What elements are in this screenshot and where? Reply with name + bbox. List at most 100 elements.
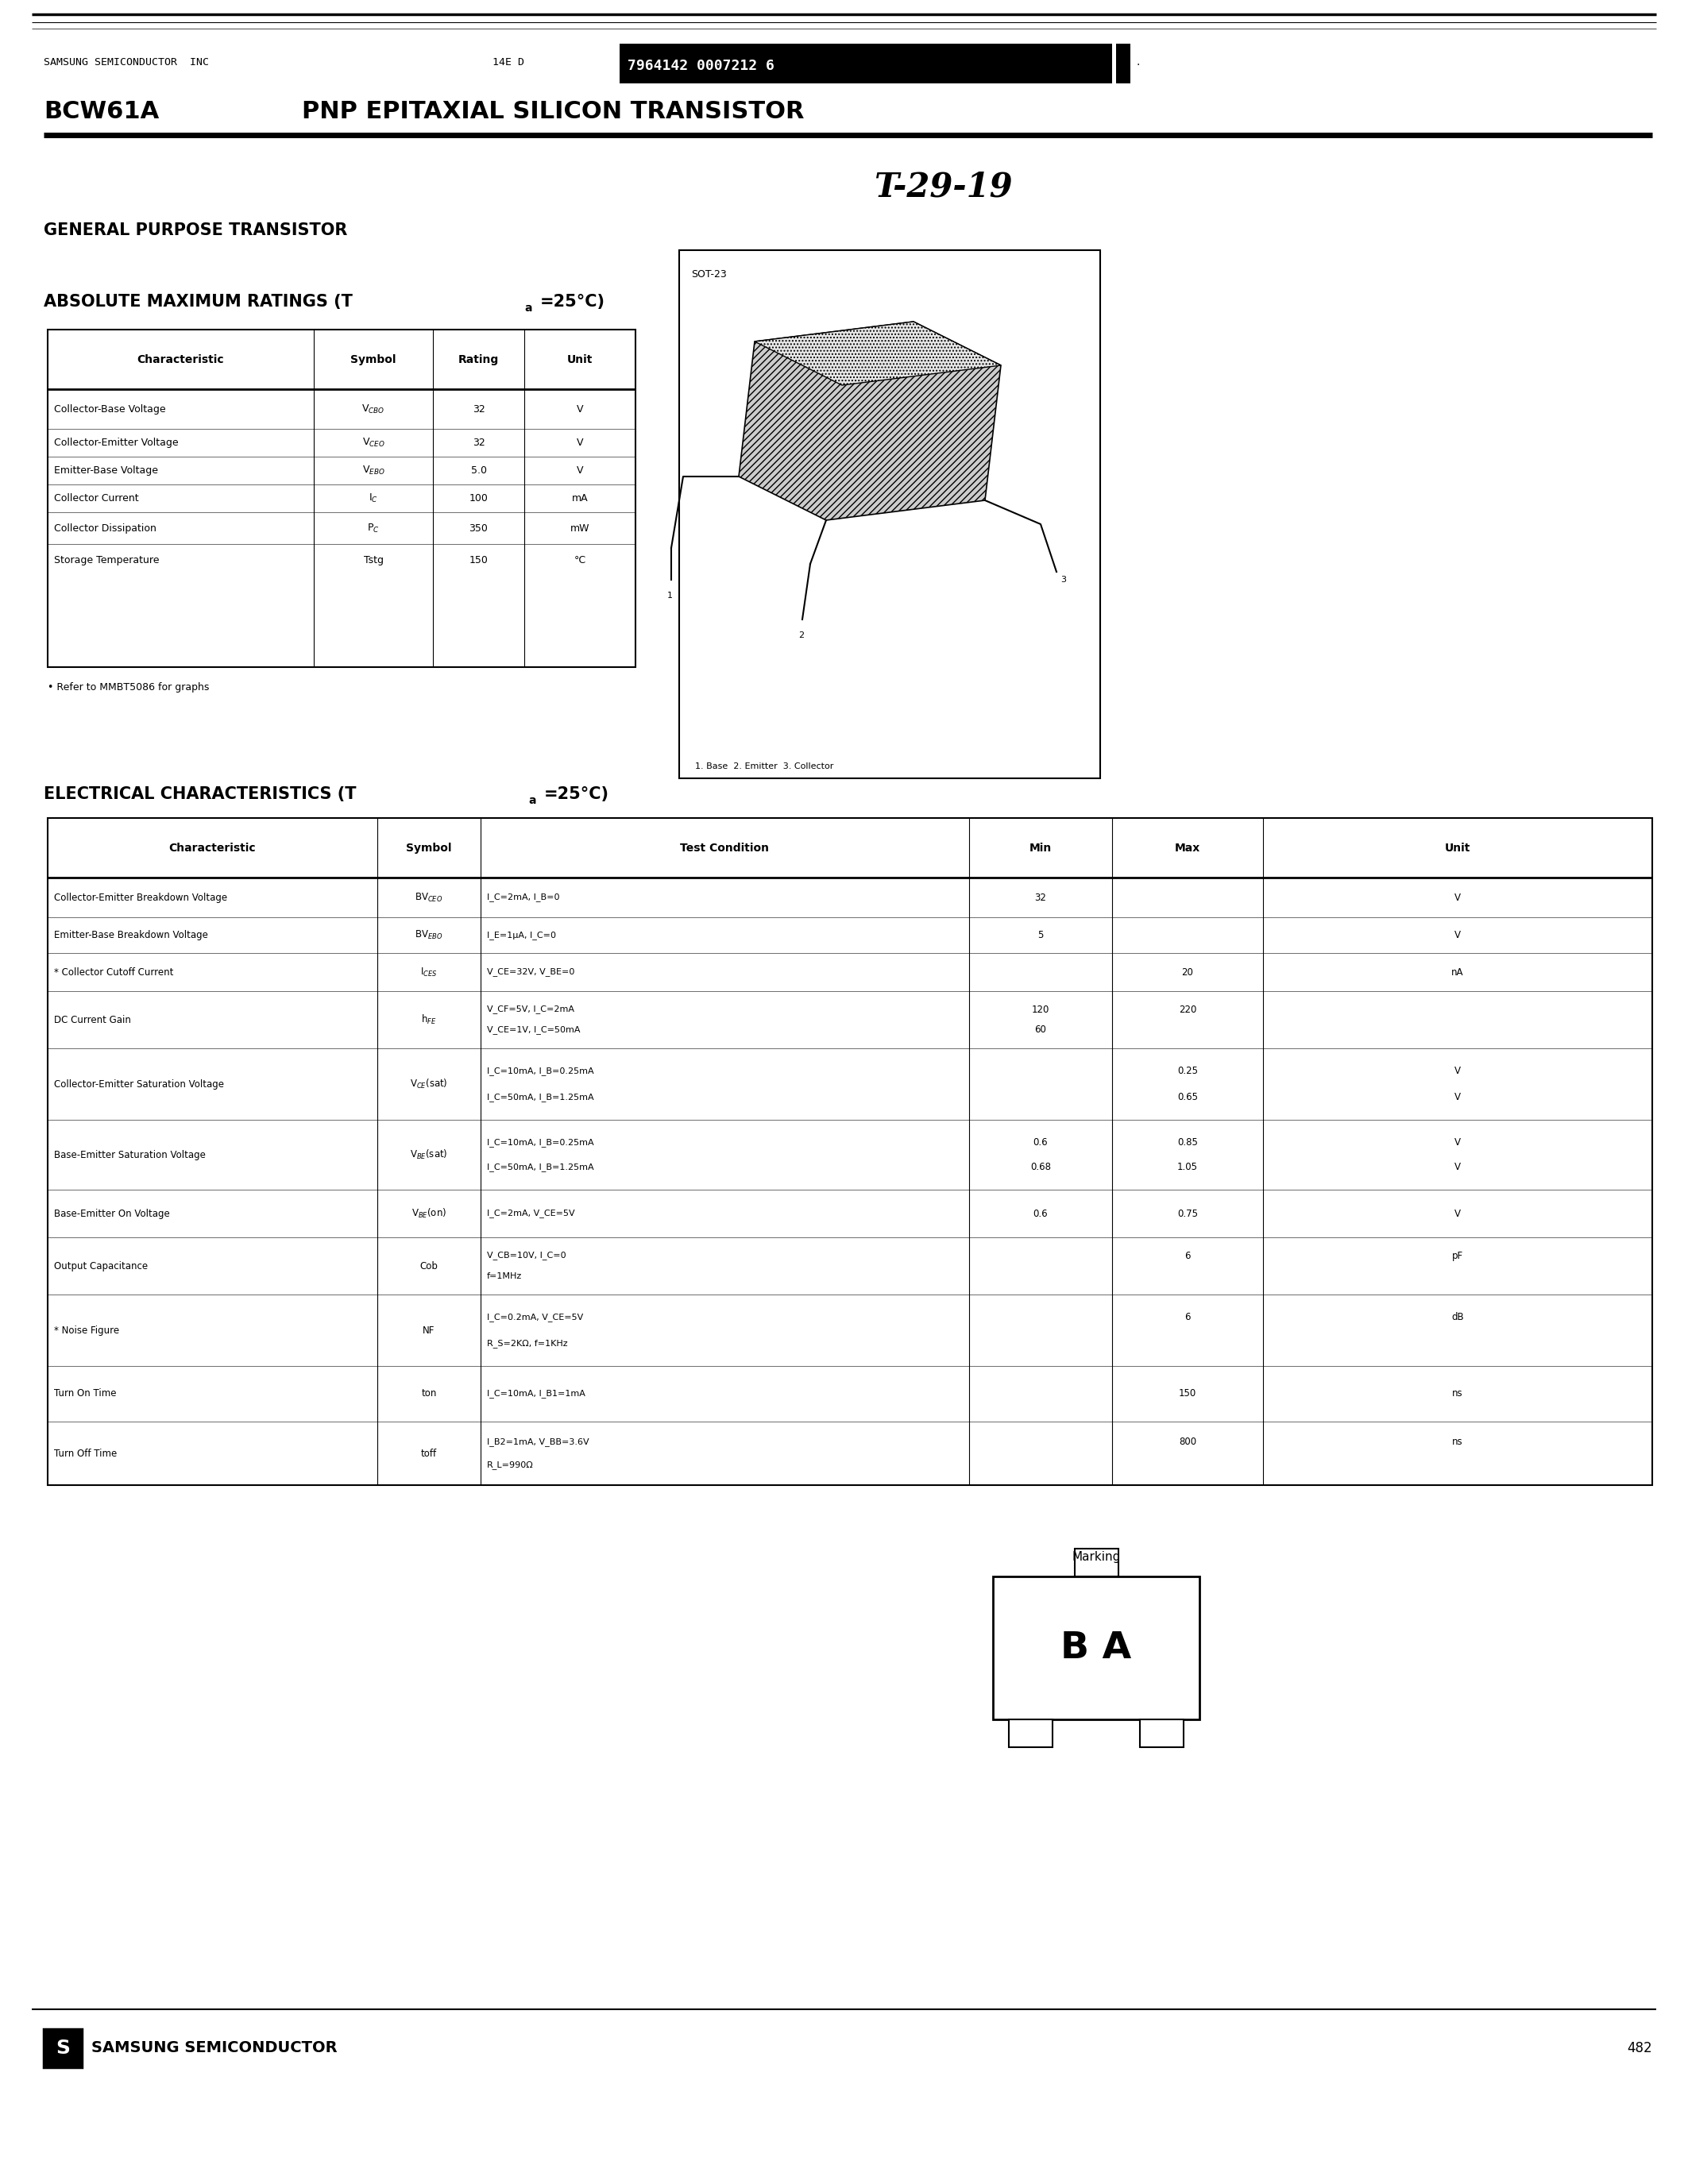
Text: .: . xyxy=(1136,57,1139,68)
Text: S: S xyxy=(56,2038,69,2057)
Text: 7964142 0007212 6: 7964142 0007212 6 xyxy=(628,59,775,72)
Text: Min: Min xyxy=(1030,843,1052,854)
Text: Collector Current: Collector Current xyxy=(54,494,138,505)
Text: Turn Off Time: Turn Off Time xyxy=(54,1448,116,1459)
Text: 100: 100 xyxy=(469,494,488,505)
Text: Emitter-Base Voltage: Emitter-Base Voltage xyxy=(54,465,159,476)
Bar xyxy=(44,2029,81,2068)
Text: Rating: Rating xyxy=(457,354,500,365)
Text: Collector-Emitter Breakdown Voltage: Collector-Emitter Breakdown Voltage xyxy=(54,893,228,902)
Text: 0.6: 0.6 xyxy=(1033,1208,1048,1219)
Text: 482: 482 xyxy=(1627,2042,1653,2055)
Text: V: V xyxy=(1455,1208,1460,1219)
Text: ELECTRICAL CHARACTERISTICS (T: ELECTRICAL CHARACTERISTICS (T xyxy=(44,786,356,802)
Text: V: V xyxy=(1455,1092,1460,1103)
Text: 6: 6 xyxy=(1185,1313,1190,1324)
Text: 0.6: 0.6 xyxy=(1033,1138,1048,1147)
Text: Collector-Emitter Voltage: Collector-Emitter Voltage xyxy=(54,437,179,448)
Text: 0.68: 0.68 xyxy=(1030,1162,1052,1173)
Bar xyxy=(1116,44,1131,83)
Text: pF: pF xyxy=(1452,1251,1463,1260)
Text: Base-Emitter On Voltage: Base-Emitter On Voltage xyxy=(54,1208,170,1219)
Text: Collector-Emitter Saturation Voltage: Collector-Emitter Saturation Voltage xyxy=(54,1079,225,1090)
Text: V$_{EBO}$: V$_{EBO}$ xyxy=(361,465,385,476)
Text: Cob: Cob xyxy=(420,1260,439,1271)
Text: 60: 60 xyxy=(1035,1024,1047,1035)
Bar xyxy=(619,44,1112,83)
Text: 5.0: 5.0 xyxy=(471,465,486,476)
Text: =25°C): =25°C) xyxy=(544,786,609,802)
Bar xyxy=(47,819,1653,1485)
Text: h$_{FE}$: h$_{FE}$ xyxy=(422,1013,437,1026)
Text: NF: NF xyxy=(422,1326,436,1334)
Text: 32: 32 xyxy=(473,404,484,415)
Text: mW: mW xyxy=(571,522,589,533)
Text: V: V xyxy=(577,404,584,415)
Text: I_C=0.2mA, V_CE=5V: I_C=0.2mA, V_CE=5V xyxy=(486,1313,584,1321)
Text: ABSOLUTE MAXIMUM RATINGS (T: ABSOLUTE MAXIMUM RATINGS (T xyxy=(44,295,353,310)
Text: DC Current Gain: DC Current Gain xyxy=(54,1016,132,1024)
Text: 220: 220 xyxy=(1178,1005,1197,1016)
Text: a: a xyxy=(528,795,535,806)
Text: ns: ns xyxy=(1452,1389,1463,1400)
Text: V$_{BE}$(sat): V$_{BE}$(sat) xyxy=(410,1149,447,1162)
Bar xyxy=(1139,1719,1183,1747)
Text: V: V xyxy=(577,465,584,476)
Text: * Collector Cutoff Current: * Collector Cutoff Current xyxy=(54,968,174,976)
Text: I_C=10mA, I_B=0.25mA: I_C=10mA, I_B=0.25mA xyxy=(486,1066,594,1075)
Text: 1. Base  2. Emitter  3. Collector: 1. Base 2. Emitter 3. Collector xyxy=(695,762,834,771)
Text: 0.85: 0.85 xyxy=(1177,1138,1198,1147)
Text: Collector-Base Voltage: Collector-Base Voltage xyxy=(54,404,165,415)
Text: Unit: Unit xyxy=(567,354,592,365)
Text: GENERAL PURPOSE TRANSISTOR: GENERAL PURPOSE TRANSISTOR xyxy=(44,223,348,238)
Text: 32: 32 xyxy=(1035,893,1047,902)
Text: V: V xyxy=(577,437,584,448)
Text: Unit: Unit xyxy=(1445,843,1470,854)
Text: T-29-19: T-29-19 xyxy=(874,170,1013,203)
Text: mA: mA xyxy=(572,494,587,505)
Text: V_CE=32V, V_BE=0: V_CE=32V, V_BE=0 xyxy=(486,968,574,976)
Text: P$_C$: P$_C$ xyxy=(366,522,380,535)
Text: Characteristic: Characteristic xyxy=(169,843,257,854)
Text: I_C=10mA, I_B1=1mA: I_C=10mA, I_B1=1mA xyxy=(486,1389,586,1398)
Text: R_L=990Ω: R_L=990Ω xyxy=(486,1461,533,1470)
Polygon shape xyxy=(755,321,1001,384)
Text: ton: ton xyxy=(422,1389,437,1400)
Text: V: V xyxy=(1455,893,1460,902)
Text: Turn On Time: Turn On Time xyxy=(54,1389,116,1400)
Text: 6: 6 xyxy=(1185,1251,1190,1260)
Text: ns: ns xyxy=(1452,1437,1463,1448)
Text: B A: B A xyxy=(1060,1629,1131,1666)
Text: V$_{CE}$(sat): V$_{CE}$(sat) xyxy=(410,1077,447,1090)
Text: 5: 5 xyxy=(1038,930,1043,941)
Text: V_CE=1V, I_C=50mA: V_CE=1V, I_C=50mA xyxy=(486,1026,581,1035)
Text: 0.75: 0.75 xyxy=(1177,1208,1198,1219)
Text: 20: 20 xyxy=(1182,968,1193,976)
Text: V: V xyxy=(1455,1138,1460,1147)
Text: I_C=10mA, I_B=0.25mA: I_C=10mA, I_B=0.25mA xyxy=(486,1138,594,1147)
Text: Base-Emitter Saturation Voltage: Base-Emitter Saturation Voltage xyxy=(54,1149,206,1160)
Text: =25°C): =25°C) xyxy=(540,295,606,310)
Text: • Refer to MMBT5086 for graphs: • Refer to MMBT5086 for graphs xyxy=(47,681,209,692)
Text: Output Capacitance: Output Capacitance xyxy=(54,1260,149,1271)
Bar xyxy=(47,330,635,666)
Text: V$_{CBO}$: V$_{CBO}$ xyxy=(361,404,385,415)
Text: I_C=50mA, I_B=1.25mA: I_C=50mA, I_B=1.25mA xyxy=(486,1164,594,1171)
Text: V$_{BE}$(on): V$_{BE}$(on) xyxy=(412,1208,447,1221)
Text: BV$_{EBO}$: BV$_{EBO}$ xyxy=(415,928,442,941)
Text: 32: 32 xyxy=(473,437,484,448)
Text: BV$_{CEO}$: BV$_{CEO}$ xyxy=(415,891,442,904)
Text: I_E=1μA, I_C=0: I_E=1μA, I_C=0 xyxy=(486,930,555,939)
Polygon shape xyxy=(739,321,1001,520)
Text: 800: 800 xyxy=(1178,1437,1197,1448)
Text: dB: dB xyxy=(1452,1313,1463,1324)
Bar xyxy=(1009,1719,1053,1747)
Text: Storage Temperature: Storage Temperature xyxy=(54,555,159,566)
Text: V_CB=10V, I_C=0: V_CB=10V, I_C=0 xyxy=(486,1251,565,1260)
Text: * Noise Figure: * Noise Figure xyxy=(54,1326,120,1334)
Text: I_B2=1mA, V_BB=3.6V: I_B2=1mA, V_BB=3.6V xyxy=(486,1437,589,1446)
Text: I$_C$: I$_C$ xyxy=(368,491,378,505)
Text: Symbol: Symbol xyxy=(407,843,452,854)
Text: SAMSUNG SEMICONDUCTOR: SAMSUNG SEMICONDUCTOR xyxy=(91,2040,338,2055)
Text: Emitter-Base Breakdown Voltage: Emitter-Base Breakdown Voltage xyxy=(54,930,208,941)
